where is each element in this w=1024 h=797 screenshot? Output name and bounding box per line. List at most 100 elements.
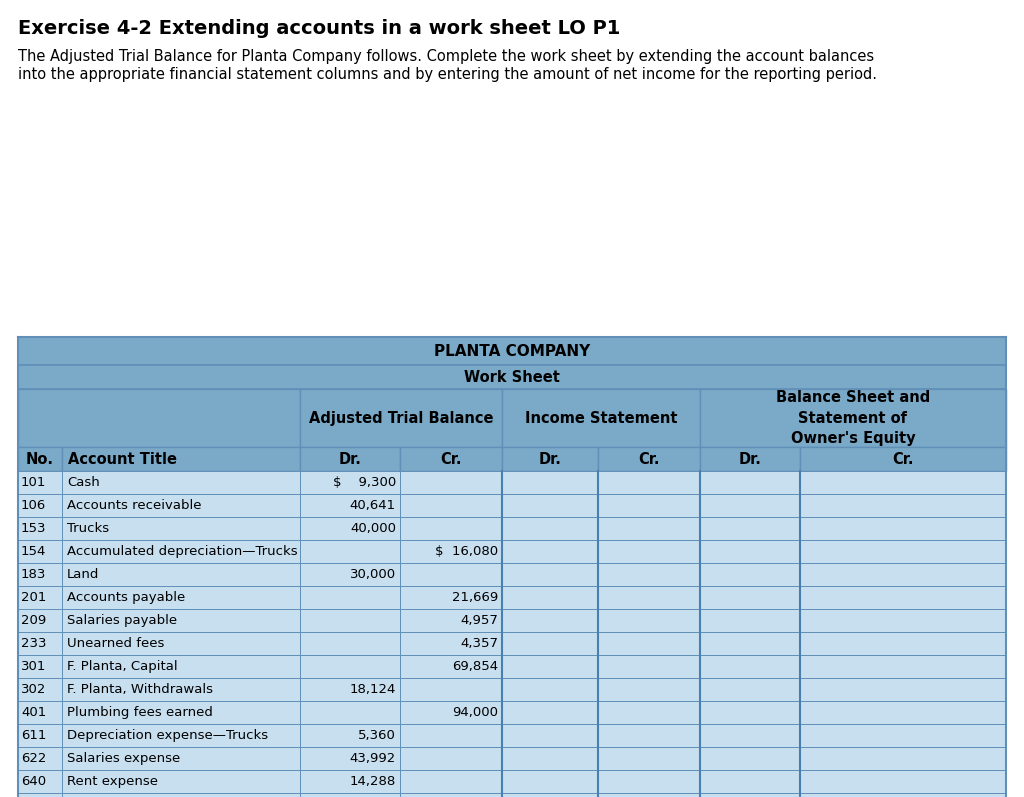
Bar [700,747,800,770]
Bar [800,517,1006,540]
Bar [18,563,62,586]
Bar [800,655,1006,678]
Text: $  16,080: $ 16,080 [435,545,498,558]
Bar [800,494,1006,517]
Bar [800,540,1006,563]
Bar [700,678,800,701]
Bar [700,447,800,471]
Bar [502,770,598,793]
Bar [62,586,300,609]
Bar [300,655,400,678]
Bar [700,724,800,747]
Text: Dr.: Dr. [339,451,361,466]
Bar [400,747,502,770]
Bar [800,724,1006,747]
Bar [300,389,502,447]
Text: 401: 401 [22,706,46,719]
Bar [400,701,502,724]
Text: PLANTA COMPANY: PLANTA COMPANY [434,344,590,359]
Bar [300,793,400,797]
Bar [400,678,502,701]
Text: 30,000: 30,000 [350,568,396,581]
Bar [800,447,1006,471]
Text: Cr.: Cr. [638,451,659,466]
Bar [598,701,700,724]
Bar [502,540,598,563]
Bar [700,609,800,632]
Bar [502,389,700,447]
Bar [598,724,700,747]
Bar [62,447,300,471]
Bar [502,678,598,701]
Bar [400,655,502,678]
Bar [598,586,700,609]
Bar [300,609,400,632]
Bar [300,586,400,609]
Bar [598,494,700,517]
Bar [502,494,598,517]
Bar [18,389,300,447]
Bar [400,447,502,471]
Text: 101: 101 [22,476,46,489]
Text: Adjusted Trial Balance: Adjusted Trial Balance [309,410,494,426]
Text: Land: Land [67,568,99,581]
Bar [18,447,62,471]
Bar [300,494,400,517]
Bar [400,586,502,609]
Text: 4,957: 4,957 [460,614,498,627]
Bar [300,724,400,747]
Text: Accounts receivable: Accounts receivable [67,499,202,512]
Text: Unearned fees: Unearned fees [67,637,165,650]
Text: 18,124: 18,124 [349,683,396,696]
Text: 201: 201 [22,591,46,604]
Text: The Adjusted Trial Balance for Planta Company follows. Complete the work sheet b: The Adjusted Trial Balance for Planta Co… [18,49,874,64]
Text: 14,288: 14,288 [350,775,396,788]
Bar [18,586,62,609]
Bar [400,770,502,793]
Bar [62,563,300,586]
Bar [400,471,502,494]
Text: 611: 611 [22,729,46,742]
Bar [300,563,400,586]
Text: Balance Sheet and
Statement of
Owner's Equity: Balance Sheet and Statement of Owner's E… [776,390,930,446]
Bar [598,632,700,655]
Bar [598,793,700,797]
Bar [700,701,800,724]
Bar [400,724,502,747]
Bar [598,517,700,540]
Text: $    9,300: $ 9,300 [333,476,396,489]
Text: 40,000: 40,000 [350,522,396,535]
Text: F. Planta, Withdrawals: F. Planta, Withdrawals [67,683,213,696]
Bar [700,586,800,609]
Bar [502,447,598,471]
Text: Cr.: Cr. [892,451,913,466]
Text: 233: 233 [22,637,46,650]
Bar [18,724,62,747]
Text: 40,641: 40,641 [350,499,396,512]
Text: Exercise 4-2 Extending accounts in a work sheet LO P1: Exercise 4-2 Extending accounts in a wor… [18,19,621,38]
Bar [300,540,400,563]
Text: 622: 622 [22,752,46,765]
Bar [18,701,62,724]
Bar [62,678,300,701]
Text: F. Planta, Capital: F. Planta, Capital [67,660,177,673]
Text: 94,000: 94,000 [452,706,498,719]
Bar [598,655,700,678]
Bar [18,793,62,797]
Bar [18,471,62,494]
Text: Cash: Cash [67,476,99,489]
Bar [800,586,1006,609]
Text: Rent expense: Rent expense [67,775,158,788]
Text: Depreciation expense—Trucks: Depreciation expense—Trucks [67,729,268,742]
Bar [800,701,1006,724]
Bar [800,747,1006,770]
Bar [502,793,598,797]
Text: 69,854: 69,854 [452,660,498,673]
Bar [18,655,62,678]
Bar [400,540,502,563]
Bar [18,678,62,701]
Bar [502,747,598,770]
Text: 21,669: 21,669 [452,591,498,604]
Bar [700,389,1006,447]
Bar [62,655,300,678]
